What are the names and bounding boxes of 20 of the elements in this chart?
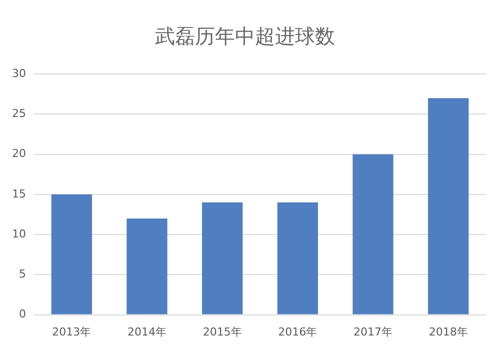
y-tick-label: 15 xyxy=(12,187,26,200)
bar xyxy=(202,202,243,314)
bar xyxy=(352,154,394,314)
y-tick-label: 30 xyxy=(12,66,26,80)
x-tick-label: 2015年 xyxy=(202,325,242,338)
chart-title: 武磊历年中超进球数 xyxy=(155,24,335,48)
y-tick-label: 20 xyxy=(12,147,26,160)
bar xyxy=(428,98,469,314)
x-tick-label: 2017年 xyxy=(354,325,392,338)
x-tick-label: 2014年 xyxy=(128,325,166,338)
y-tick-label: 5 xyxy=(18,268,26,281)
x-tick-label: 2013年 xyxy=(52,325,92,338)
y-tick-label: 25 xyxy=(12,106,26,120)
x-tick-label: 2018年 xyxy=(428,325,468,338)
x-tick-label: 2016年 xyxy=(278,325,318,338)
bar xyxy=(126,218,168,314)
y-tick-label: 10 xyxy=(12,227,26,240)
y-tick-label: 0 xyxy=(18,308,26,321)
bar xyxy=(277,202,318,314)
bar xyxy=(51,194,92,314)
